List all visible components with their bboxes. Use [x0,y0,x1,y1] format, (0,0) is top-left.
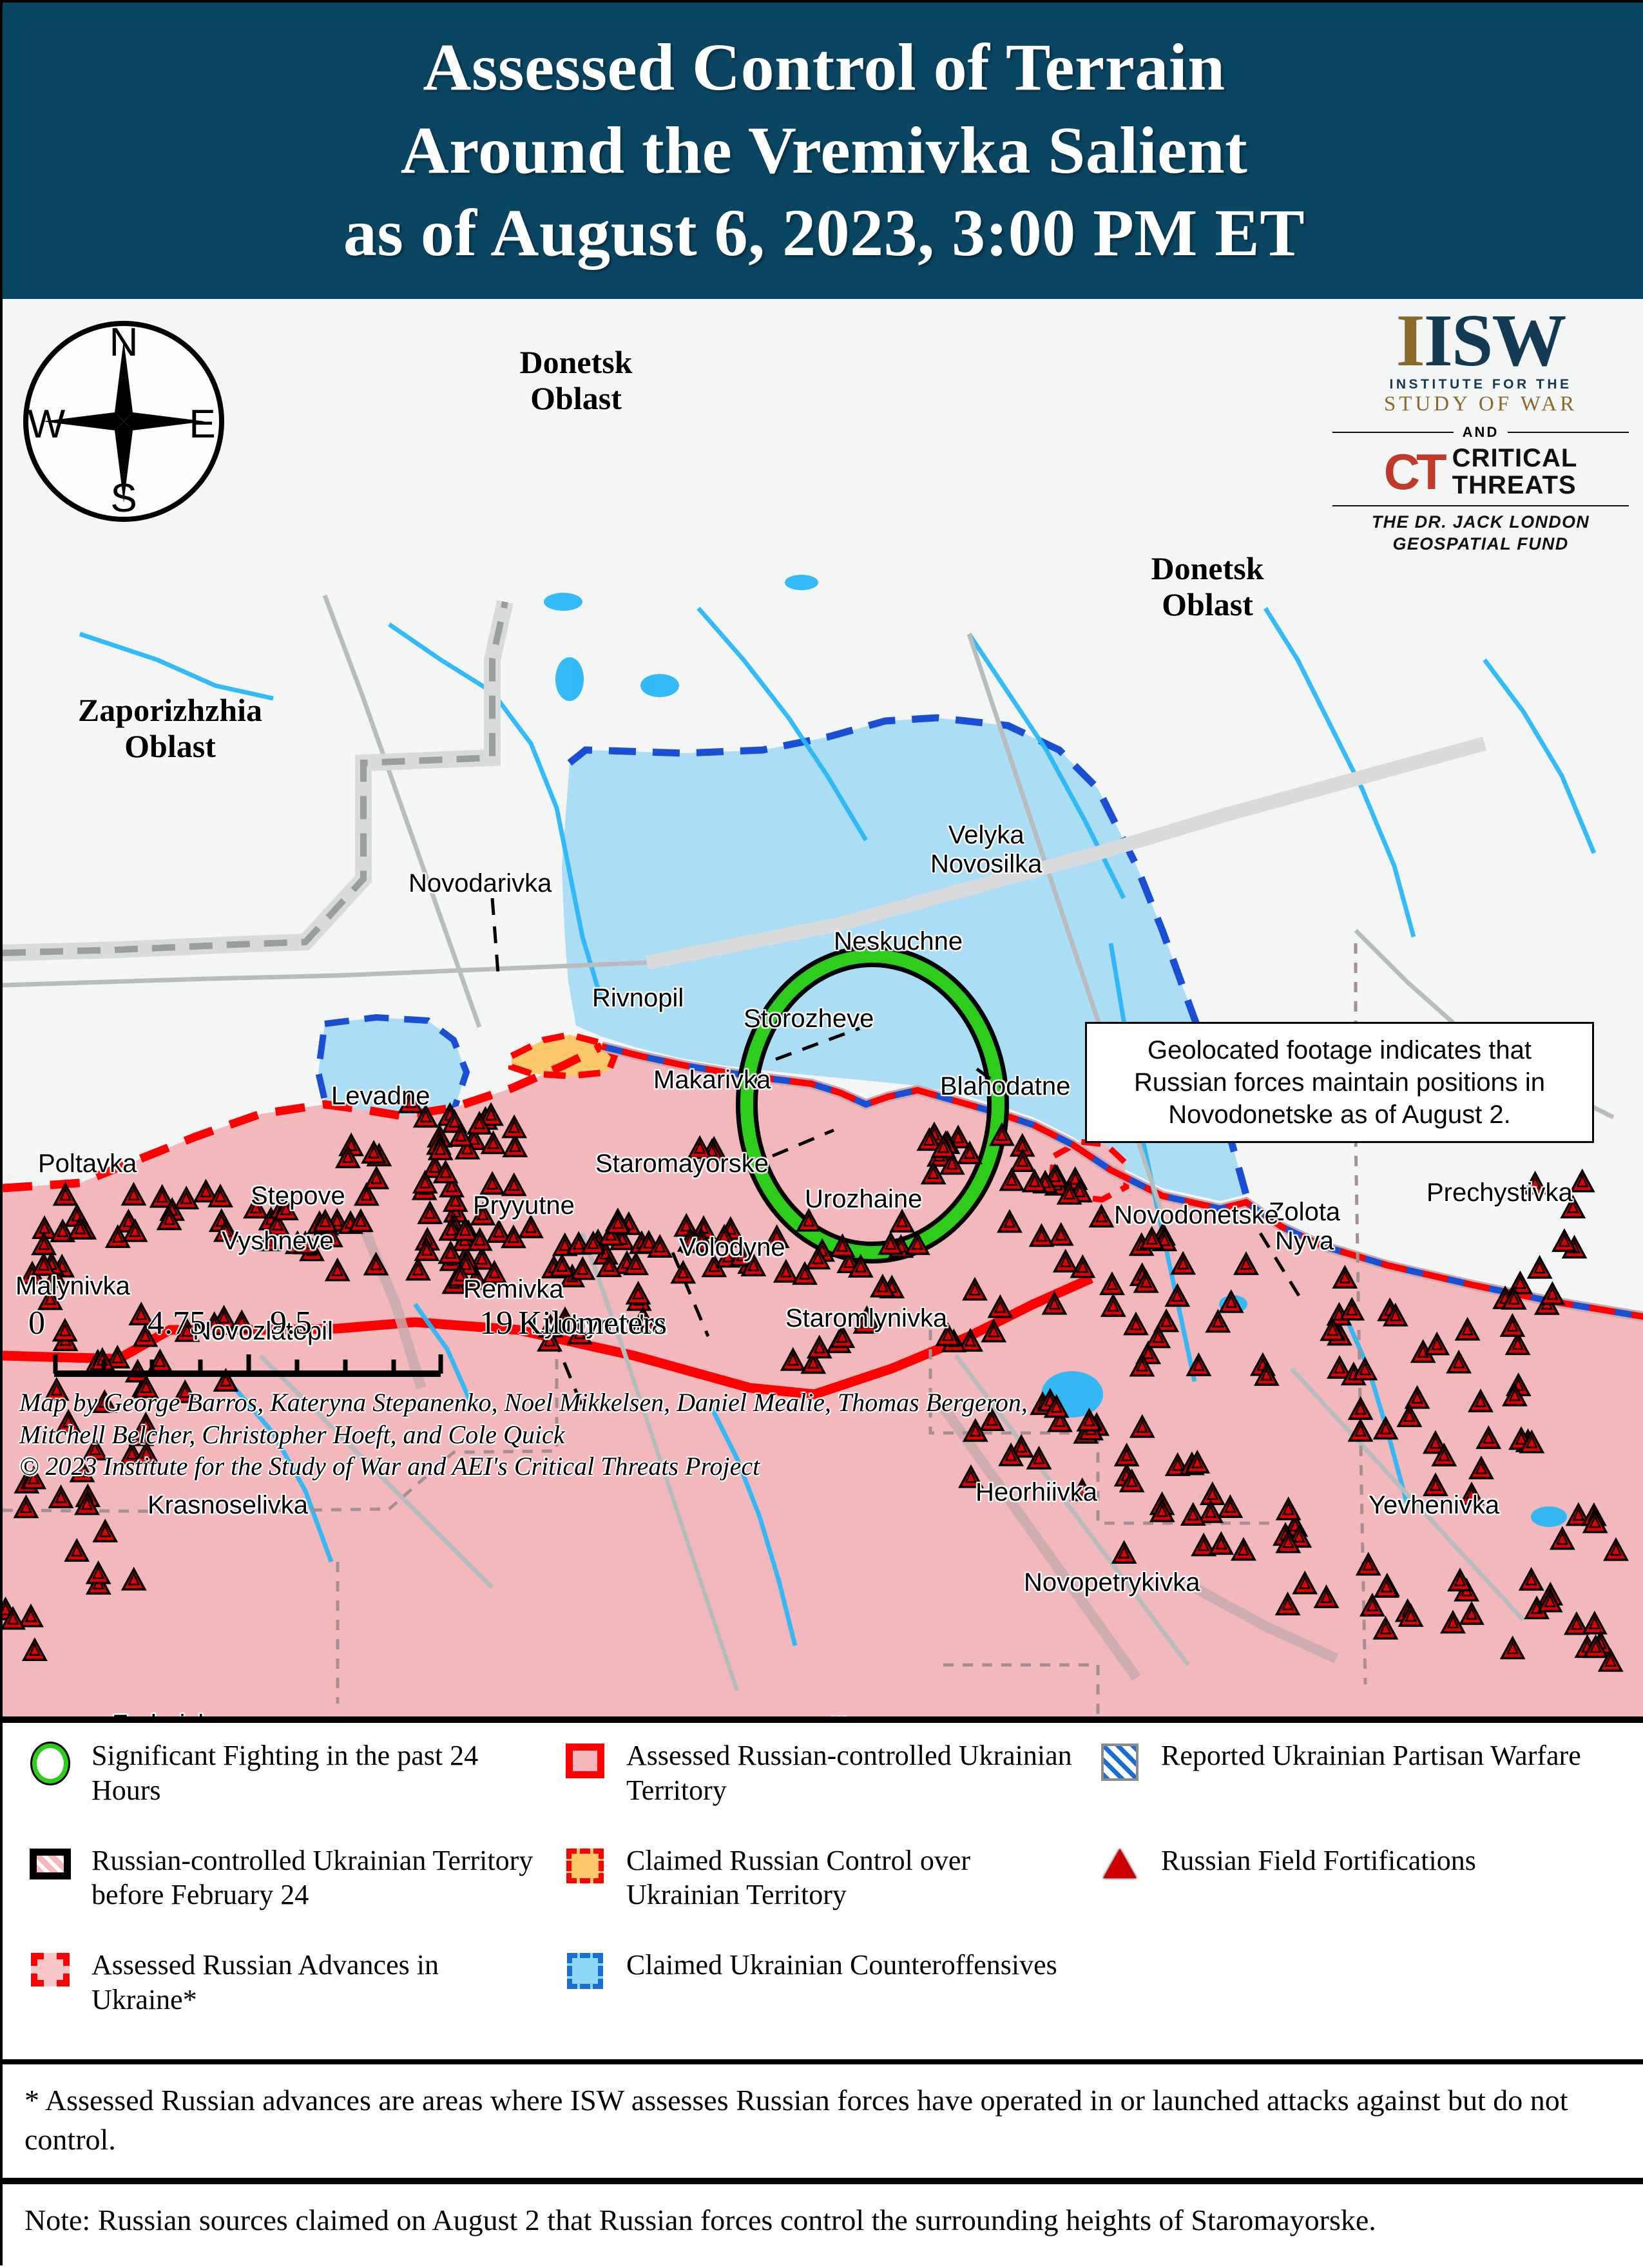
legend-label-significant-fighting: Significant Fighting in the past 24 Hour… [91,1740,479,1806]
legend-item-significant-fighting[interactable]: Significant Fighting in the past 24 Hour… [3,1738,537,1843]
oblast-label-zaporizhzhia: Zaporizhzhia Oblast [77,692,263,764]
scale-tick-2: 9.5 [270,1305,312,1341]
isw-letters: ISW [1423,300,1567,382]
legend-item-pre-february-24[interactable]: Russian-controlled Ukrainian Territory b… [3,1843,537,1948]
footnote-note: Note: Russian sources claimed on August … [3,2184,1643,2268]
red-dashed-square-icon [21,1948,80,1987]
map-legend: Significant Fighting in the past 24 Hour… [3,1716,1643,2064]
map-canvas[interactable]: N S W E Donetsk Oblast Zaporizhzhia Obla… [3,299,1643,1716]
blue-hatch-square-icon [1090,1738,1149,1781]
black-hatch-square-icon [21,1843,80,1879]
ct-monogram: CT [1383,443,1447,501]
ct-word-line-2: THREATS [1452,471,1577,500]
map-geography-layer [3,299,1643,1716]
footnote-asterisk: * Assessed Russian advances are areas wh… [3,2064,1643,2184]
title-line-3: as of August 6, 2023, 3:00 PM ET [343,196,1305,271]
credits-line-3: © 2023 Institute for the Study of War an… [19,1452,760,1481]
legend-item-assessed-russian-controlled[interactable]: Assessed Russian-controlled Ukrainian Te… [537,1738,1072,1843]
isw-tagline-1: INSTITUTE FOR THE [1389,377,1572,392]
red-triangle-icon [1090,1843,1149,1878]
title-line-2: Around the Vremivka Salient [400,113,1248,187]
legend-label-partisan-warfare: Reported Ukrainian Partisan Warfare [1161,1740,1581,1771]
legend-label-pre-february-24: Russian-controlled Ukrainian Territory b… [91,1844,533,1911]
fund-divider [1332,505,1629,507]
scale-tick-1: 4.75 [148,1305,206,1341]
compass-rose: N S W E [21,318,227,524]
svg-text:N: N [110,320,139,365]
fund-line-1: THE DR. JACK LONDON [1371,512,1590,532]
red-outline-square-icon [555,1738,615,1778]
legend-item-partisan-warfare[interactable]: Reported Ukrainian Partisan Warfare [1072,1738,1643,1843]
and-word: AND [1462,424,1499,441]
legend-label-claimed-ukrainian-counteroffensives: Claimed Ukrainian Counteroffensives [626,1949,1057,1981]
legend-item-claimed-ukrainian-counteroffensives[interactable]: Claimed Ukrainian Counteroffensives [537,1948,1072,2053]
title-line-1: Assessed Control of Terrain [423,30,1225,104]
oblast-label-donetsk-east: Donetsk Oblast [1151,550,1264,622]
legend-empty-cell [1072,1948,1643,2053]
fund-line-2: GEOSPATIAL FUND [1392,534,1569,554]
oblast-label-donetsk-north: Donetsk Oblast [519,344,633,416]
isw-ct-logo: IISW INSTITUTE FOR THE STUDY OF WAR AND … [1332,303,1629,555]
scale-bar: 0 4.75 9.5 19 Kilometers [28,1304,667,1385]
field-fortification-markers [3,1089,1629,1672]
orange-dashed-square-icon [555,1843,615,1883]
legend-label-assessed-russian-controlled: Assessed Russian-controlled Ukrainian Te… [626,1740,1072,1806]
legend-label-field-fortifications: Russian Field Fortifications [1161,1844,1476,1876]
scale-tick-3: 19 [479,1305,513,1341]
credits-line-1: Map by George Barros, Kateryna Stepanenk… [19,1388,1028,1417]
map-annotation-callout: Geolocated footage indicates that Russia… [1085,1022,1594,1143]
isw-bar-glyph: I [1396,300,1425,382]
scale-tick-0: 0 [28,1305,45,1341]
isw-tagline-2: STUDY OF WAR [1383,392,1578,416]
blue-dashed-square-icon [555,1948,615,1990]
legend-label-claimed-russian-control: Claimed Russian Control over Ukrainian T… [626,1844,971,1911]
credits-line-2: Mitchell Belcher, Christopher Hoeft, and… [19,1419,565,1449]
legend-item-claimed-russian-control[interactable]: Claimed Russian Control over Ukrainian T… [537,1843,1072,1948]
and-divider: AND [1332,424,1629,441]
map-credits: Map by George Barros, Kateryna Stepanenk… [19,1387,1308,1483]
title-banner: Assessed Control of Terrain Around the V… [3,3,1643,299]
scale-unit: Kilometers [518,1305,668,1341]
svg-text:S: S [110,476,137,521]
scale-tick-labels: 0 4.75 9.5 19 Kilometers [28,1304,667,1343]
legend-item-field-fortifications[interactable]: Russian Field Fortifications [1072,1843,1643,1948]
green-circle-icon [21,1738,80,1783]
critical-threats-logo: CT CRITICAL THREATS [1332,445,1629,499]
legend-label-assessed-russian-advances: Assessed Russian Advances in Ukraine* [91,1949,439,2015]
legend-item-assessed-russian-advances[interactable]: Assessed Russian Advances in Ukraine* [3,1948,537,2053]
scale-bar-graphic [53,1354,443,1377]
isw-wordmark: IISW [1332,303,1629,378]
ct-wordmark: CRITICAL THREATS [1452,445,1578,499]
ct-word-line-1: CRITICAL [1452,444,1578,473]
svg-text:E: E [189,402,215,447]
svg-text:W: W [28,402,66,447]
